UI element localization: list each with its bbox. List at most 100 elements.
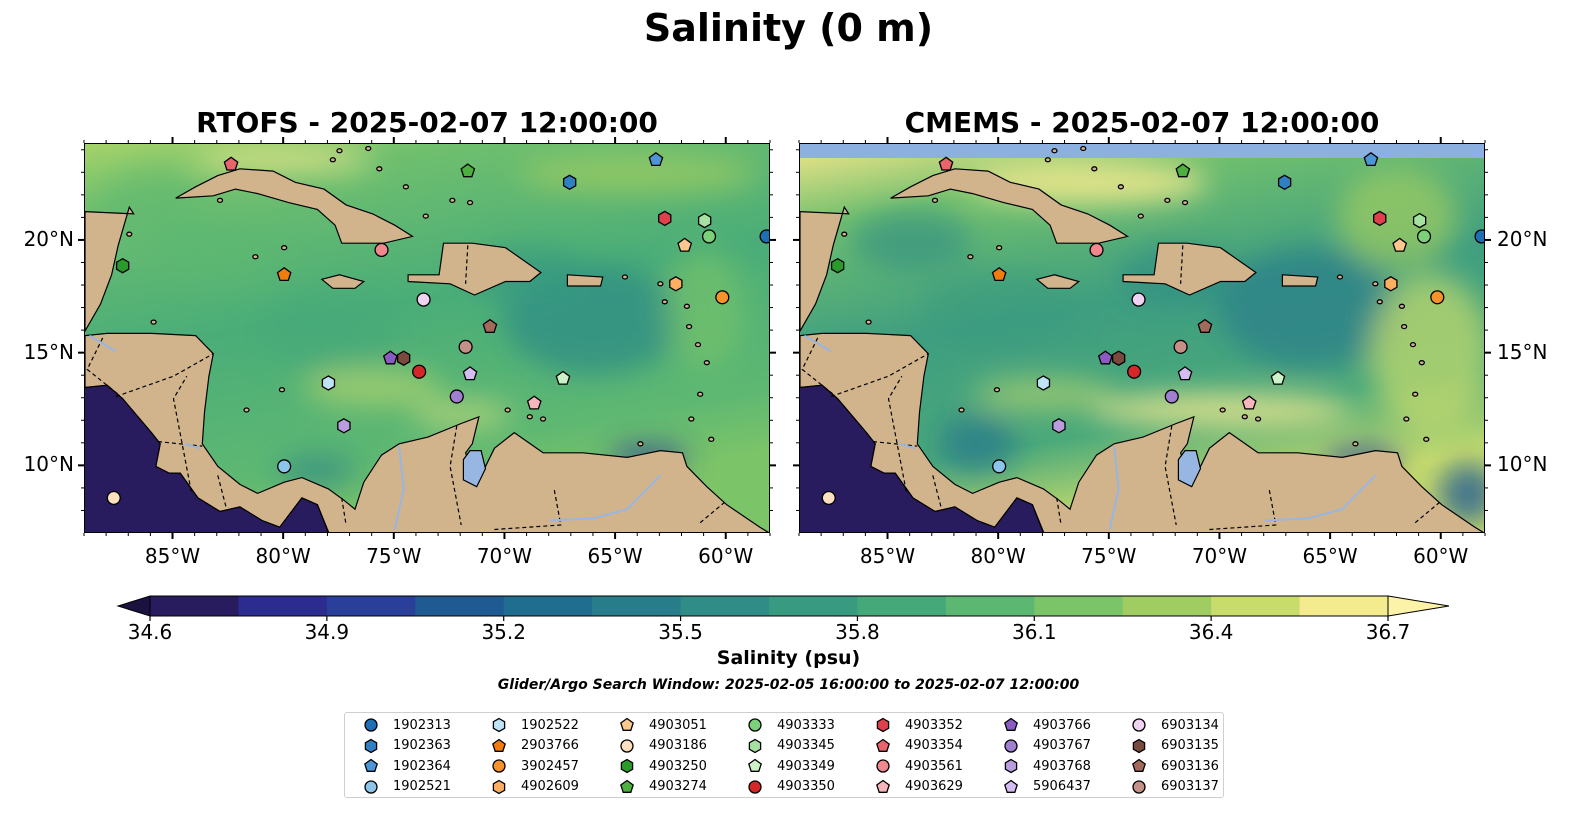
float-marker-3902457[interactable] (492, 759, 506, 773)
float-marker-1902364[interactable] (648, 151, 664, 167)
float-marker-4903345[interactable] (697, 212, 712, 229)
float-marker-4902609[interactable] (492, 779, 506, 794)
float-marker-4903186[interactable] (620, 738, 634, 753)
float-marker-1902363[interactable] (364, 738, 378, 753)
float-marker-4903768[interactable] (1052, 418, 1066, 434)
float-marker-6903137[interactable] (1173, 339, 1188, 354)
float-marker-4903629[interactable] (1241, 395, 1257, 410)
float-marker-4903354[interactable] (223, 156, 239, 171)
float-marker-4903350[interactable] (1127, 364, 1142, 379)
float-marker-4903345[interactable] (748, 738, 762, 753)
float-marker-4903768[interactable] (1004, 758, 1018, 774)
circle-marker-icon (364, 779, 378, 794)
float-marker-4903250[interactable] (830, 257, 845, 274)
float-marker-4903350[interactable] (412, 364, 427, 379)
float-marker-4903629[interactable] (526, 395, 542, 410)
pentagon-marker-icon (748, 758, 762, 772)
float-marker-6903137[interactable] (1132, 779, 1146, 794)
land-central (85, 205, 135, 333)
float-marker-6903134[interactable] (1132, 718, 1146, 732)
float-marker-4903274[interactable] (1175, 163, 1191, 178)
float-marker-4903766[interactable] (1097, 350, 1113, 365)
hexagon-marker-icon (492, 717, 506, 733)
float-marker-4902609[interactable] (669, 276, 683, 292)
land-jamaica (1035, 274, 1081, 289)
cmems-map[interactable] (799, 143, 1485, 533)
float-legend: 1902313 1902363 1902364 1902521 1902522 29037… (344, 712, 1224, 798)
float-marker-6903134[interactable] (1131, 292, 1146, 307)
float-marker-6903135[interactable] (1132, 738, 1146, 753)
float-marker-1902363[interactable] (562, 174, 577, 191)
float-marker-4903354[interactable] (938, 156, 954, 171)
float-marker-4903767[interactable] (449, 389, 464, 404)
float-marker-1902522[interactable] (492, 717, 506, 733)
float-marker-4903352[interactable] (876, 717, 890, 733)
float-marker-4903767[interactable] (1004, 738, 1018, 753)
legend-label: 1902364 (393, 758, 451, 774)
float-marker-1902313[interactable] (364, 718, 378, 732)
float-marker-4903768[interactable] (337, 418, 351, 434)
float-marker-6903137[interactable] (458, 339, 473, 354)
float-marker-4903766[interactable] (1004, 717, 1018, 731)
legend-item: 4903333 (747, 715, 835, 735)
pentagon-marker-icon (620, 779, 634, 793)
float-marker-6903135[interactable] (1111, 350, 1126, 366)
legend-label: 4903767 (1033, 738, 1091, 753)
float-marker-4903274[interactable] (460, 163, 476, 178)
float-marker-6903136[interactable] (1197, 318, 1213, 333)
float-marker-4903629[interactable] (876, 779, 890, 793)
float-marker-4903766[interactable] (382, 350, 398, 365)
float-marker-5906437[interactable] (1177, 366, 1193, 381)
float-marker-5906437[interactable] (1004, 779, 1018, 793)
colorbar-tick-label: 36.7 (1365, 620, 1411, 644)
float-marker-1902521[interactable] (364, 779, 378, 794)
float-marker-4903250[interactable] (115, 257, 130, 274)
float-marker-4903345[interactable] (1412, 212, 1427, 229)
float-marker-4903352[interactable] (658, 210, 672, 227)
float-marker-4903349[interactable] (1270, 370, 1286, 385)
float-marker-1902522[interactable] (321, 375, 336, 391)
float-marker-4903051[interactable] (1392, 237, 1408, 252)
float-marker-3902457[interactable] (1430, 290, 1445, 305)
float-marker-4903051[interactable] (677, 237, 693, 252)
float-marker-1902313[interactable] (759, 229, 770, 244)
float-marker-4903274[interactable] (620, 779, 634, 793)
float-marker-4903350[interactable] (748, 779, 762, 794)
float-marker-4903333[interactable] (1416, 229, 1432, 244)
float-marker-1902364[interactable] (364, 758, 378, 772)
lon-tick-label: 65°W (1302, 544, 1358, 568)
float-marker-1902521[interactable] (992, 459, 1007, 474)
float-marker-2903766[interactable] (492, 738, 506, 752)
float-marker-4903349[interactable] (748, 758, 762, 772)
float-marker-4903186[interactable] (106, 490, 121, 506)
legend-label: 6903134 (1161, 717, 1219, 733)
float-marker-6903136[interactable] (482, 318, 498, 333)
float-marker-1902363[interactable] (1277, 174, 1292, 191)
float-marker-4903333[interactable] (748, 718, 762, 732)
float-marker-6903136[interactable] (1132, 758, 1146, 772)
float-marker-4903767[interactable] (1164, 389, 1179, 404)
legend-label: 4903051 (649, 717, 707, 733)
float-marker-1902521[interactable] (277, 459, 292, 474)
float-marker-4903561[interactable] (1089, 242, 1104, 258)
float-marker-4903051[interactable] (620, 717, 634, 731)
float-marker-1902364[interactable] (1363, 151, 1379, 167)
float-marker-5906437[interactable] (462, 366, 478, 381)
float-marker-4903349[interactable] (555, 370, 571, 385)
rtofs-map[interactable] (84, 143, 770, 533)
float-marker-1902313[interactable] (1474, 229, 1485, 244)
float-marker-4903186[interactable] (821, 490, 836, 506)
float-marker-4903561[interactable] (374, 242, 389, 258)
float-marker-6903134[interactable] (416, 292, 431, 307)
float-marker-4903561[interactable] (876, 759, 890, 773)
float-marker-4903333[interactable] (701, 229, 717, 244)
float-marker-6903135[interactable] (396, 350, 411, 366)
float-marker-4903352[interactable] (1373, 210, 1387, 227)
float-marker-2903766[interactable] (991, 266, 1007, 282)
float-marker-3902457[interactable] (715, 290, 730, 305)
float-marker-4902609[interactable] (1384, 276, 1398, 292)
float-marker-1902522[interactable] (1036, 375, 1051, 391)
float-marker-2903766[interactable] (276, 266, 292, 282)
float-marker-4903354[interactable] (876, 738, 890, 752)
float-marker-4903250[interactable] (620, 758, 634, 774)
